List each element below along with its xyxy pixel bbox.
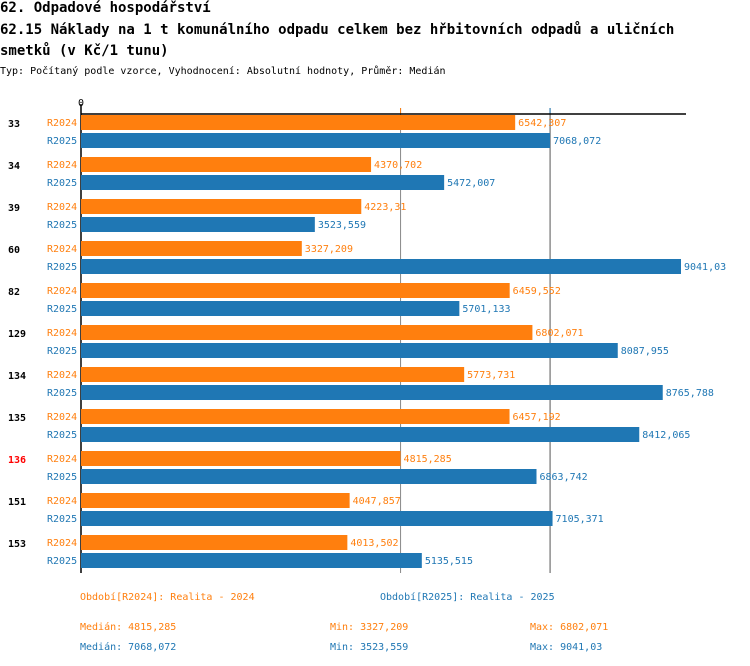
data-label: 5773,731 bbox=[467, 370, 515, 381]
bar-R2024 bbox=[81, 241, 302, 256]
series-label: R2024 bbox=[47, 538, 77, 549]
data-label: 6459,552 bbox=[513, 286, 561, 297]
bar-R2024 bbox=[81, 451, 401, 466]
data-label: 3523,559 bbox=[318, 220, 366, 231]
series-label: R2025 bbox=[47, 388, 77, 399]
data-label: 4370,702 bbox=[374, 160, 422, 171]
category-label: 129 bbox=[8, 329, 26, 340]
data-label: 4223,31 bbox=[364, 202, 406, 213]
series-label: R2024 bbox=[47, 286, 77, 297]
series-label: R2025 bbox=[47, 220, 77, 231]
bar-R2025 bbox=[81, 259, 681, 274]
data-label: 7068,072 bbox=[553, 136, 601, 147]
data-label: 8765,788 bbox=[666, 388, 714, 399]
data-label: 4047,857 bbox=[353, 496, 401, 507]
bar-R2024 bbox=[81, 535, 348, 550]
bar-R2025 bbox=[81, 553, 422, 568]
series-label: R2025 bbox=[47, 346, 77, 357]
series-label: R2024 bbox=[47, 496, 77, 507]
bar-R2025 bbox=[81, 217, 315, 232]
data-label: 4013,502 bbox=[350, 538, 398, 549]
chart-subtitle: Typ: Počítaný podle vzorce, Vyhodnocení:… bbox=[0, 66, 446, 77]
bar-R2025 bbox=[81, 469, 537, 484]
data-label: 3327,209 bbox=[305, 244, 353, 255]
series-label: R2024 bbox=[47, 202, 77, 213]
data-label: 6457,192 bbox=[513, 412, 561, 423]
series-label: R2024 bbox=[47, 244, 77, 255]
bar-R2025 bbox=[81, 133, 551, 148]
bar-R2025 bbox=[81, 301, 460, 316]
max-r2024: Max: 6802,071 bbox=[530, 622, 609, 633]
bar-R2025 bbox=[81, 511, 553, 526]
series-label: R2024 bbox=[47, 118, 77, 129]
series-label: R2025 bbox=[47, 430, 77, 441]
series-label: R2025 bbox=[47, 304, 77, 315]
data-label: 9041,03 bbox=[684, 262, 726, 273]
bar-chart: 0 33 R2024 6542,307 R2025 7068,072 34 R2024 4370… bbox=[8, 98, 726, 573]
bar-R2025 bbox=[81, 385, 663, 400]
bar-R2024 bbox=[81, 367, 465, 382]
bar-R2024 bbox=[81, 115, 516, 130]
series-label: R2025 bbox=[47, 178, 77, 189]
series-label: R2025 bbox=[47, 262, 77, 273]
data-label: 8412,065 bbox=[642, 430, 690, 441]
category-label: 151 bbox=[8, 497, 26, 508]
category-label: 34 bbox=[8, 161, 20, 172]
chart-title: 62.15 Náklady na 1 t komunálního odpadu … bbox=[0, 22, 675, 38]
bar-R2024 bbox=[81, 409, 510, 424]
series-label: R2024 bbox=[47, 328, 77, 339]
bar-R2024 bbox=[81, 157, 372, 172]
section-title: 62. Odpadové hospodářství bbox=[0, 0, 211, 16]
series-label: R2025 bbox=[47, 556, 77, 567]
category-label: 60 bbox=[8, 245, 20, 256]
data-label: 8087,955 bbox=[621, 346, 669, 357]
category-label: 136 bbox=[8, 455, 26, 466]
data-label: 7105,371 bbox=[556, 514, 604, 525]
series-label: R2024 bbox=[47, 454, 77, 465]
series-label: R2025 bbox=[47, 472, 77, 483]
chart-title-line2: smetků (v Kč/1 tunu) bbox=[0, 43, 169, 59]
data-label: 4815,285 bbox=[404, 454, 452, 465]
axis-zero-label: 0 bbox=[78, 98, 84, 109]
series-label: R2024 bbox=[47, 370, 77, 381]
data-label: 5701,133 bbox=[462, 304, 510, 315]
min-r2024: Min: 3327,209 bbox=[330, 622, 409, 633]
max-r2025: Max: 9041,03 bbox=[530, 642, 603, 653]
category-label: 134 bbox=[8, 371, 26, 382]
bar-R2024 bbox=[81, 199, 362, 214]
data-label: 6802,071 bbox=[535, 328, 583, 339]
bar-R2024 bbox=[81, 493, 350, 508]
legend-r2024: Období[R2024]: Realita - 2024 bbox=[80, 592, 255, 603]
category-label: 153 bbox=[8, 539, 26, 550]
category-label: 33 bbox=[8, 119, 20, 130]
series-label: R2025 bbox=[47, 514, 77, 525]
bar-R2025 bbox=[81, 175, 445, 190]
category-label: 39 bbox=[8, 203, 20, 214]
series-label: R2024 bbox=[47, 412, 77, 423]
data-label: 5472,007 bbox=[447, 178, 495, 189]
data-label: 6863,742 bbox=[540, 472, 588, 483]
series-label: R2025 bbox=[47, 136, 77, 147]
bar-R2024 bbox=[81, 325, 533, 340]
category-label: 135 bbox=[8, 413, 26, 424]
min-r2025: Min: 3523,559 bbox=[330, 642, 409, 653]
median-r2024: Medián: 4815,285 bbox=[80, 622, 177, 633]
data-label: 6542,307 bbox=[518, 118, 566, 129]
legend-r2025: Období[R2025]: Realita - 2025 bbox=[380, 592, 555, 603]
bar-R2025 bbox=[81, 427, 640, 442]
category-label: 82 bbox=[8, 287, 20, 298]
bar-R2024 bbox=[81, 283, 510, 298]
median-r2025: Medián: 7068,072 bbox=[80, 642, 177, 653]
series-label: R2024 bbox=[47, 160, 77, 171]
bar-R2025 bbox=[81, 343, 618, 358]
data-label: 5135,515 bbox=[425, 556, 473, 567]
